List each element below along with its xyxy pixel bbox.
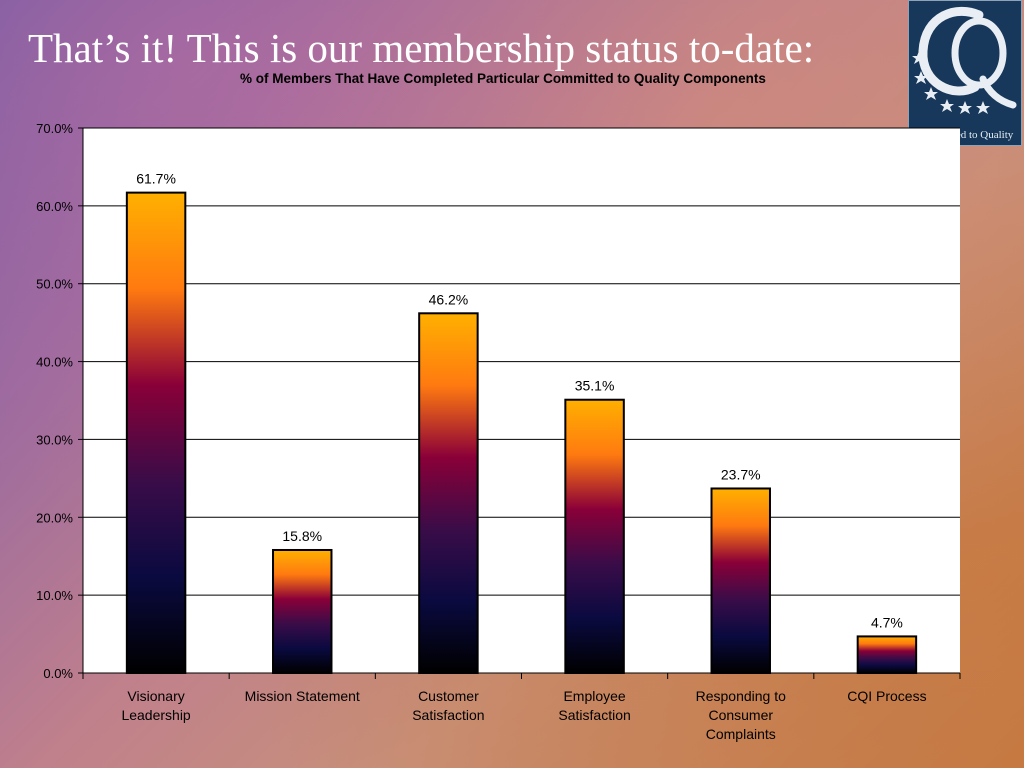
plot-area	[83, 128, 960, 673]
data-label: 46.2%	[429, 291, 469, 307]
data-label: 23.7%	[721, 466, 761, 482]
bar	[710, 487, 771, 674]
bar	[856, 635, 918, 675]
bar	[125, 191, 187, 674]
y-tick-label: 70.0%	[36, 121, 73, 136]
category-label: Customer Satisfaction	[412, 688, 484, 723]
cq-logo-mark-icon	[912, 6, 1017, 114]
y-tick-label: 50.0%	[36, 277, 73, 292]
y-axis: 0.0% 10.0% 20.0% 30.0% 40.0% 50.0% 60.0% 70.0%	[36, 121, 84, 681]
bar	[418, 312, 479, 674]
category-label: Employee Satisfaction	[558, 688, 630, 723]
x-axis: Visionary Leadership Mission Statement Cust…	[82, 672, 961, 742]
y-tick-label: 10.0%	[36, 588, 73, 603]
data-label: 4.7%	[871, 614, 903, 630]
chart-title: % of Members That Have Completed Particu…	[240, 71, 766, 86]
category-label: CQI Process	[847, 688, 926, 704]
data-label: 61.7%	[136, 171, 176, 187]
y-tick-label: 40.0%	[36, 355, 73, 370]
y-tick-label: 60.0%	[36, 199, 73, 214]
cq-logo: Committed to Quality	[908, 0, 1022, 146]
category-label: Responding to Consumer Complaints	[696, 688, 787, 742]
slide-title: That’s it! This is our membership status…	[28, 25, 815, 71]
bars: 61.7% 15.8% 46.2% 35.1% 23.7% 4.7%	[125, 171, 918, 675]
y-tick-label: 0.0%	[43, 666, 73, 681]
bar	[272, 548, 333, 674]
y-tick-label: 20.0%	[36, 510, 73, 525]
data-label: 35.1%	[575, 378, 615, 394]
bar	[564, 398, 625, 674]
category-label: Mission Statement	[245, 688, 360, 704]
y-tick-label: 30.0%	[36, 432, 73, 447]
data-label: 15.8%	[282, 528, 322, 544]
category-label: Visionary Leadership	[121, 688, 190, 723]
